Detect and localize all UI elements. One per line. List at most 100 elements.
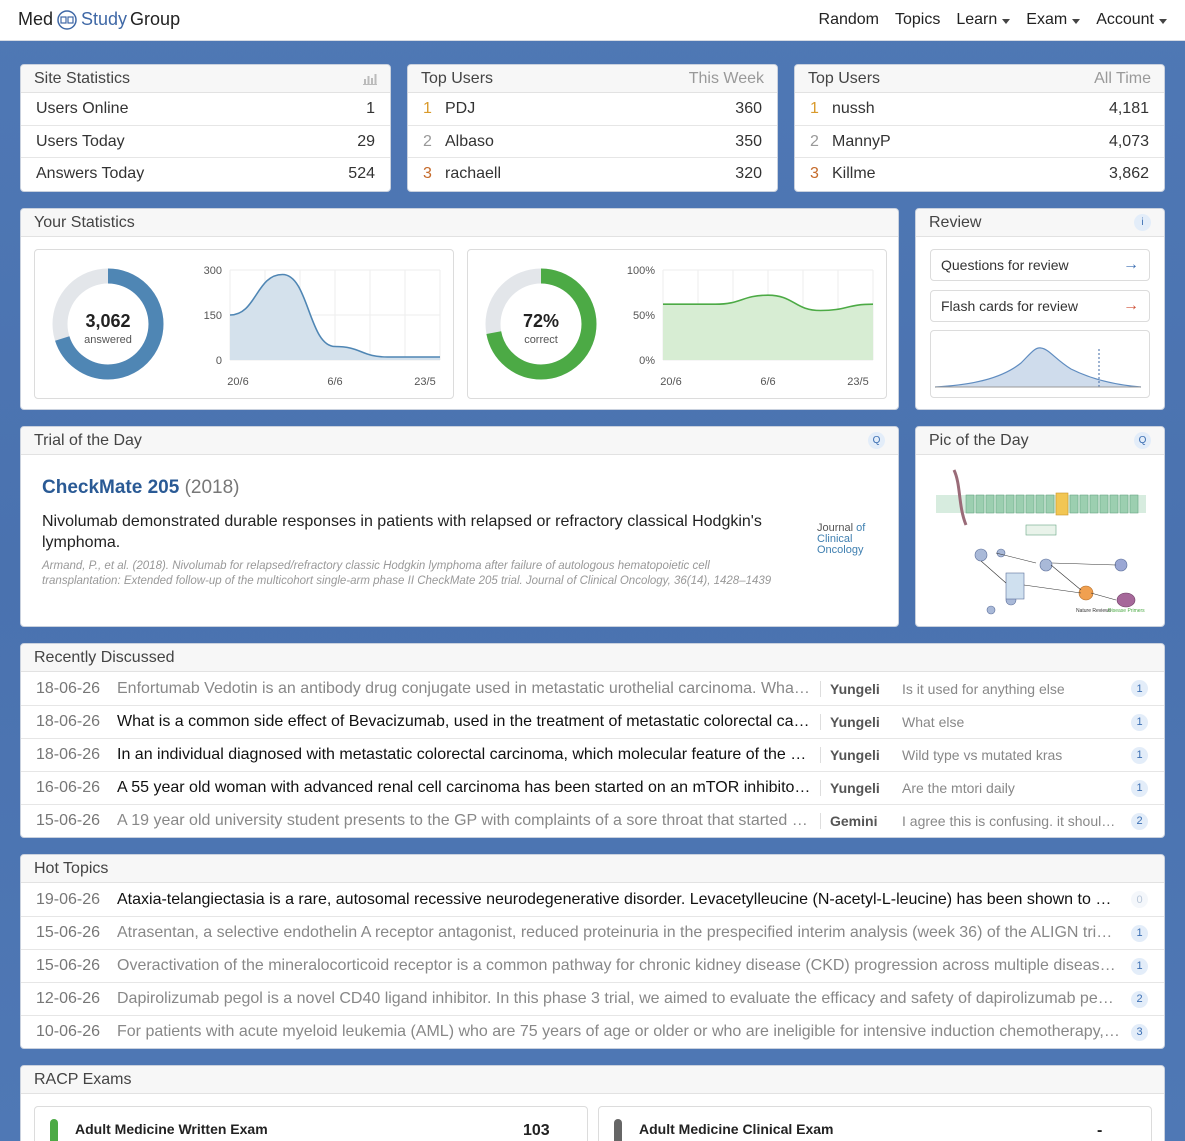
user-name: rachaell [445,164,502,182]
card-header: Pic of the Day Q [916,427,1164,455]
hot-topic-row[interactable]: 15-06-26 Atrasentan, a selective endothel… [21,916,1164,949]
discussion-row[interactable]: 18-06-26 Enfortumab Vedotin is an antibod… [21,672,1164,705]
row-topic[interactable]: Ataxia-telangiectasia is a rare, autosom… [117,890,1120,908]
exam-item-clinical[interactable]: Adult Medicine Clinical Exam - [598,1106,1152,1141]
card-header: Review i [916,209,1164,237]
card-header: Trial of the Day Q [21,427,898,455]
logo-text-med: Med [18,9,54,29]
user-row[interactable]: 1 PDJ 360 [408,93,777,125]
pic-footer-b: Disease Primers [1108,608,1145,614]
area-line [229,273,440,358]
discussion-row[interactable]: 15-06-26 A 19 year old university student… [21,804,1164,837]
user-row[interactable]: 2 MannyP 4,073 [795,125,1164,157]
discussion-row[interactable]: 18-06-26 In an individual diagnosed with … [21,738,1164,771]
rank: 1 [423,100,432,117]
user-row[interactable]: 3 rachaell 320 [408,157,777,189]
hot-topic-row[interactable]: 15-06-26 Overactivation of the mineraloco… [21,949,1164,982]
row-user[interactable]: Yungeli [830,680,880,697]
comment-count-badge: 1 [1131,779,1148,797]
stat-value: 1 [366,100,375,117]
logo-text-group: Group [130,9,181,29]
questions-for-review-label: Questions for review [941,257,1069,273]
comment-count-badge: 1 [1131,713,1148,731]
stat-value: 524 [348,164,375,182]
area-fill [230,274,440,360]
journal-logo-line2: Clinical [817,533,853,545]
hot-topic-row[interactable]: 19-06-26 Ataxia-telangiectasia is a rare,… [21,883,1164,916]
review-distribution-chart [930,330,1150,398]
hot-topics-list: 19-06-26 Ataxia-telangiectasia is a rare,… [21,883,1164,1048]
arrow-right-icon: → [1123,297,1139,314]
row-topic[interactable]: Dapirolizumab pegol is a novel CD40 liga… [117,990,1114,1007]
site-logo[interactable]: Med Study Group [18,9,180,30]
nav-account[interactable]: Account [1096,11,1167,29]
site-stats-list: Users Online 1 Users Today 29 Answers Toda… [21,93,390,189]
pic-of-the-day-card: Pic of the Day Q Nature Reviews Disease … [915,426,1165,627]
user-row[interactable]: 3 Killme 3,862 [795,157,1164,189]
donut-value: 3,062 [85,311,130,331]
discussion-row[interactable]: 18-06-26 What is a common side effect of … [21,705,1164,738]
nav-account-label: Account [1096,11,1154,28]
row-date: 10-06-26 [36,1023,101,1040]
trial-year: (2018) [184,477,240,498]
top-users-alltime-card: Top Users All Time 1 nussh 4,181 2 MannyP 4,… [794,64,1165,192]
nav-exam[interactable]: Exam [1026,11,1081,29]
nav-topics[interactable]: Topics [895,11,940,29]
comment-count-badge: 1 [1131,924,1148,942]
row-user[interactable]: Gemini [830,813,878,829]
nav-random-label: Random [818,11,879,28]
journal-logo-of: of [856,522,866,534]
user-name: Albaso [445,132,494,150]
row-question[interactable]: In an individual diagnosed with metastat… [117,746,807,763]
card-title: Hot Topics [34,859,109,877]
pathway-diagram-image[interactable]: Nature Reviews Disease Primers [936,465,1148,615]
card-header: Top Users This Week [408,65,777,93]
trial-name[interactable]: CheckMate 205 [42,477,180,498]
row-user[interactable]: Yungeli [830,714,880,730]
quiz-icon[interactable]: Q [1134,432,1151,449]
card-title: Pic of the Day [929,431,1029,449]
nav-links: Random Topics Learn Exam Account [819,11,1167,29]
info-icon[interactable]: i [1134,214,1151,231]
answered-chart: 3,062 answered 300 150 0 20/6 6/6 23/5 [52,265,441,388]
quiz-icon[interactable]: Q [868,432,885,449]
user-row[interactable]: 1 nussh 4,181 [795,93,1164,125]
discussion-row[interactable]: 16-06-26 A 55 year old woman with advance… [21,771,1164,804]
exam-progress-bar [50,1119,58,1141]
stat-row-users-online: Users Online 1 [21,93,390,125]
card-header: RACP Exams [21,1066,1164,1094]
bar-chart-icon[interactable] [363,73,377,85]
divider [820,780,821,796]
row-date: 15-06-26 [36,812,101,829]
card-title: RACP Exams [34,1070,132,1088]
nav-topics-label: Topics [895,11,941,28]
comment-count-badge: 1 [1131,746,1148,764]
row-topic[interactable]: Overactivation of the mineralocorticoid … [117,957,1116,974]
nav-random[interactable]: Random [819,11,879,29]
y-tick-label: 100% [627,265,655,277]
questions-for-review-button[interactable]: Questions for review → [930,249,1150,281]
arrow-right-icon: → [1123,256,1139,273]
user-row[interactable]: 2 Albaso 350 [408,125,777,157]
user-score: 350 [735,132,762,150]
row-topic[interactable]: Atrasentan, a selective endothelin A rec… [117,924,1113,941]
stat-label: Answers Today [36,164,145,182]
row-topic[interactable]: For patients with acute myeloid leukemia… [117,1023,1120,1040]
nav-learn-label: Learn [956,11,998,28]
row-user[interactable]: Yungeli [830,780,880,796]
flash-cards-for-review-button[interactable]: Flash cards for review → [930,290,1150,322]
donut-label: answered [84,334,132,346]
row-user[interactable]: Yungeli [830,747,880,763]
nav-learn[interactable]: Learn [956,11,1011,29]
row-question[interactable]: A 19 year old university student present… [117,812,808,829]
row-question[interactable]: A 55 year old woman with advanced renal … [117,779,811,796]
hot-topic-row[interactable]: 10-06-26 For patients with acute myeloid … [21,1015,1164,1048]
exam-item-written[interactable]: Adult Medicine Written Exam 103 [34,1106,588,1141]
y-tick-label: 0 [216,355,222,367]
logo-mark-icon [57,9,77,30]
user-name: Killme [832,164,876,182]
row-question[interactable]: Enfortumab Vedotin is an antibody drug c… [117,679,810,697]
row-question[interactable]: What is a common side effect of Bevacizu… [117,713,810,730]
journal-logo-line1: Journal [817,522,854,534]
hot-topic-row[interactable]: 12-06-26 Dapirolizumab pegol is a novel C… [21,982,1164,1015]
